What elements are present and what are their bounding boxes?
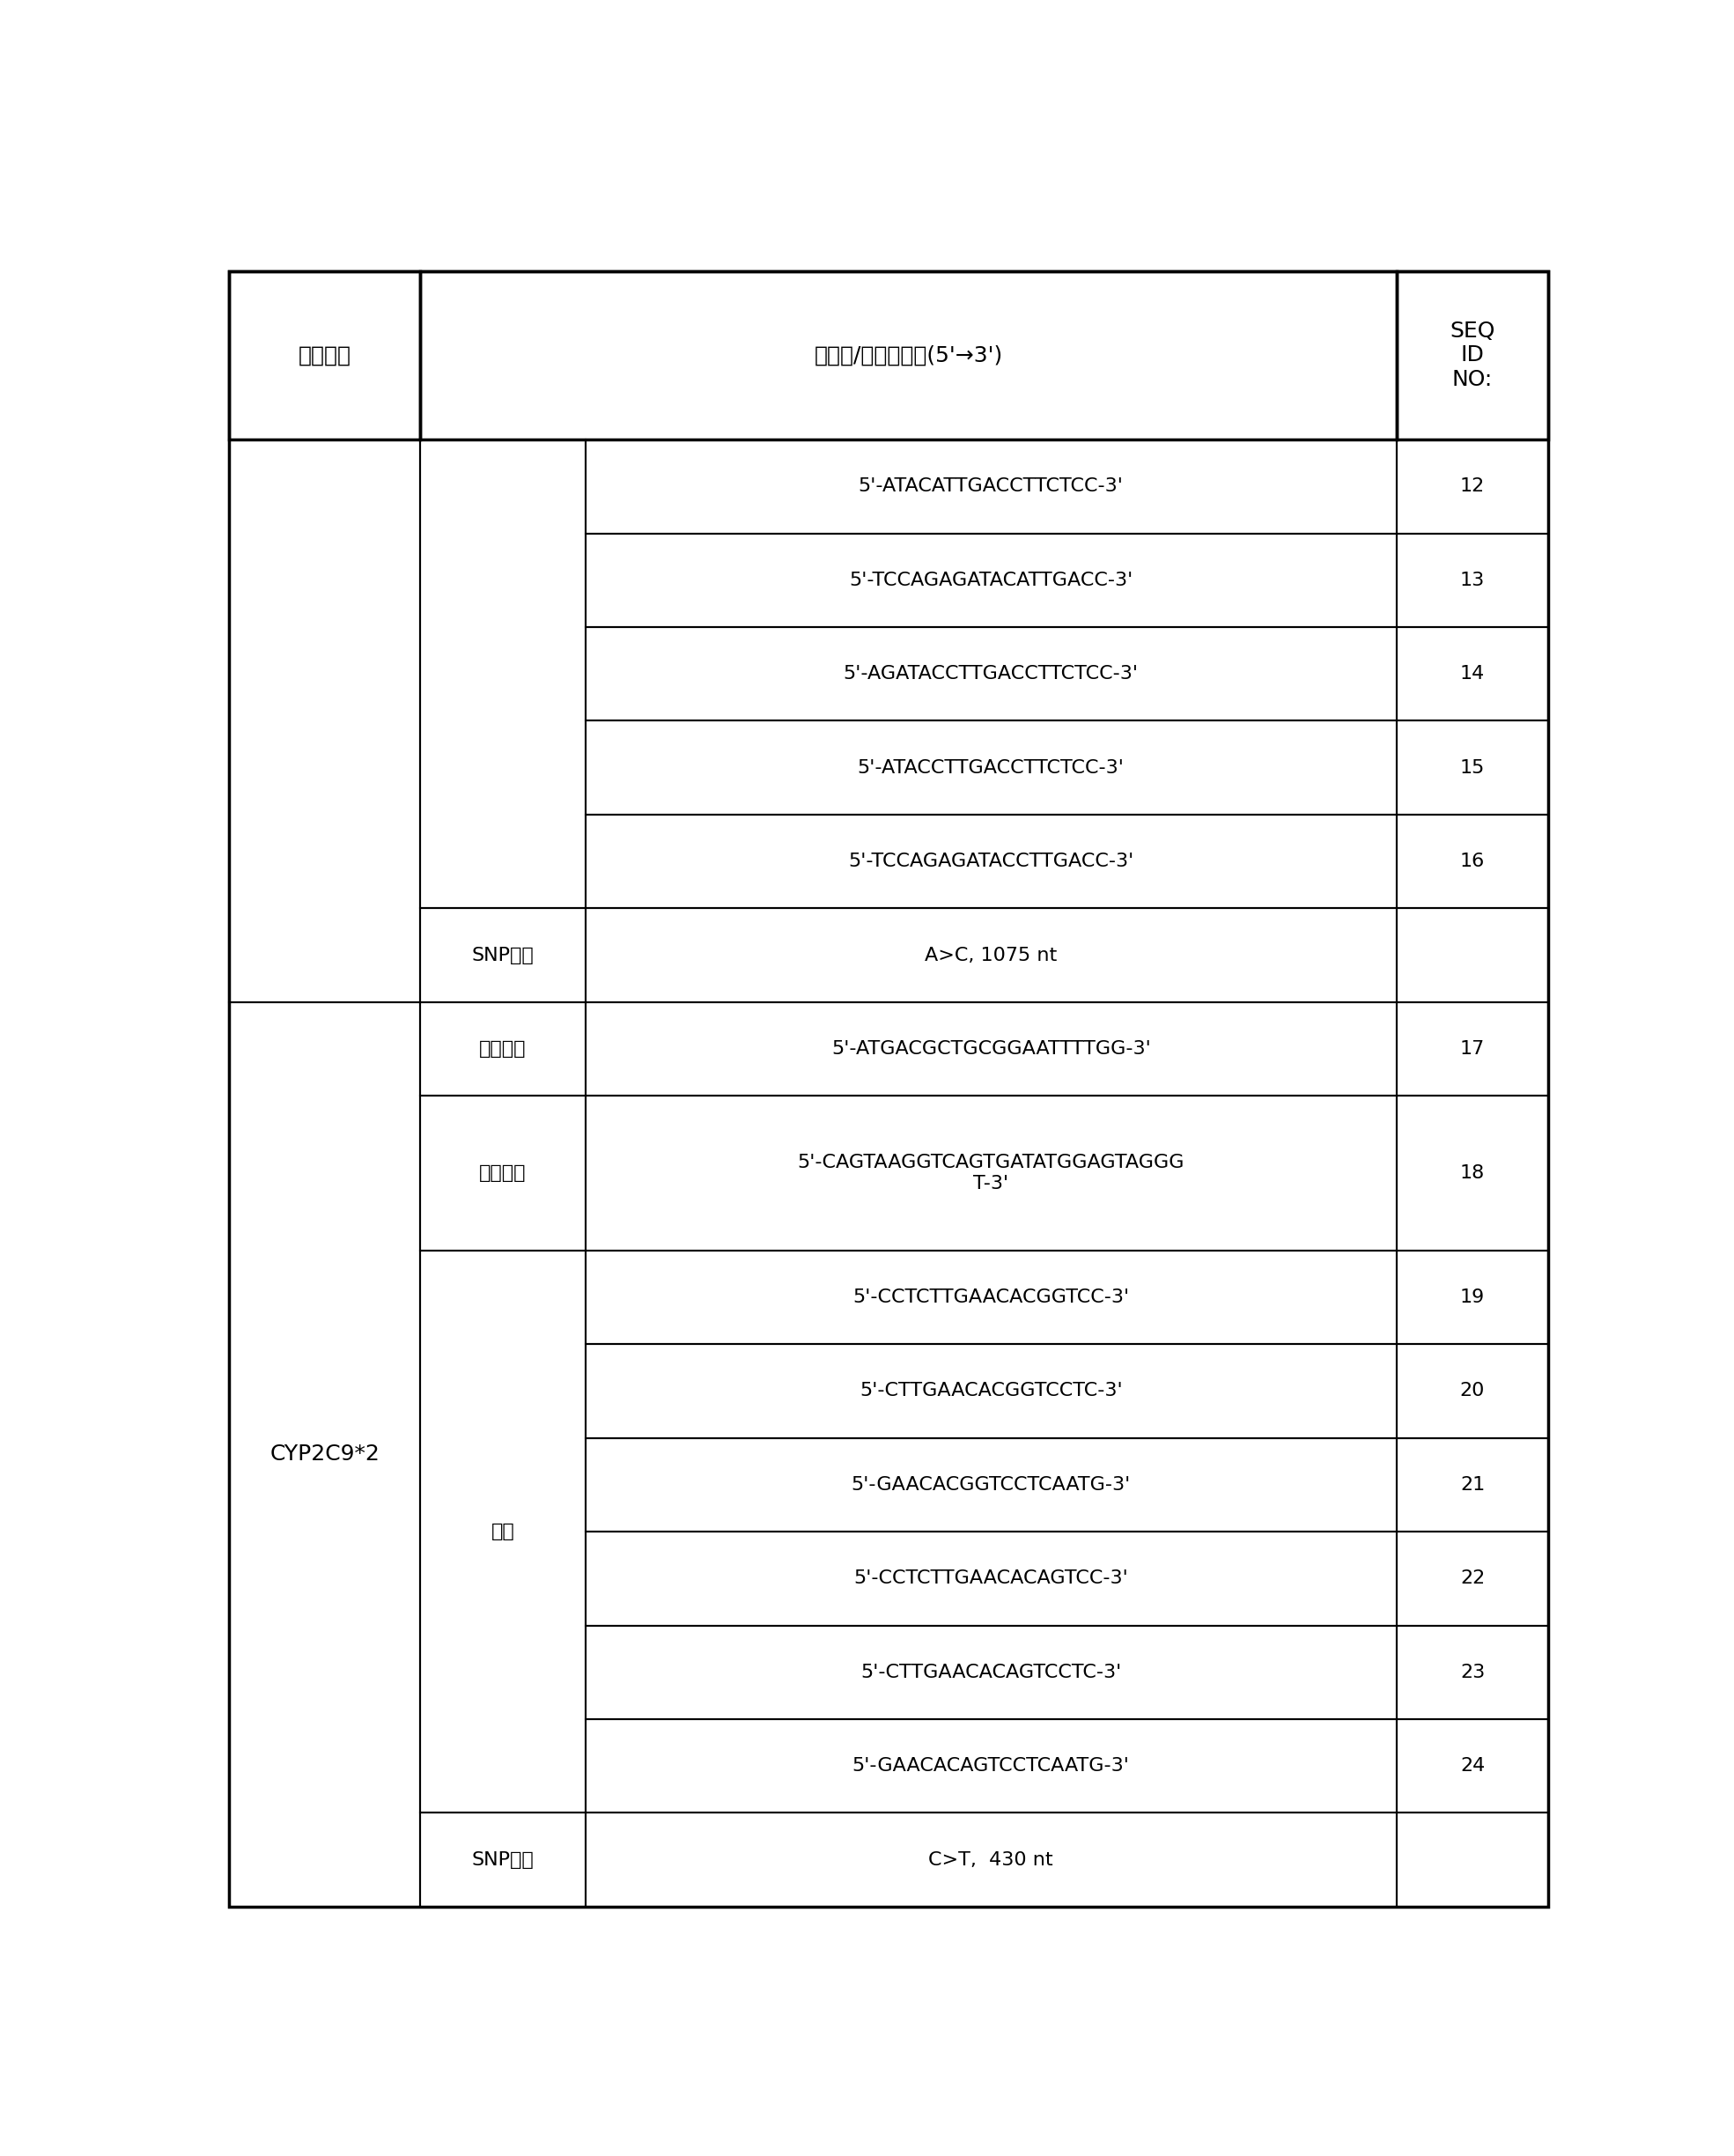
Bar (586, 1626, 1396, 1718)
Text: 21: 21 (1460, 1477, 1484, 1494)
Bar (586, 1250, 1396, 1343)
Bar (586, 720, 1396, 815)
Bar (420, 1813, 586, 1906)
Bar (1396, 1095, 1548, 1250)
Bar (1396, 1003, 1548, 1095)
Bar (1396, 272, 1548, 440)
Text: 17: 17 (1460, 1039, 1484, 1059)
Bar (1396, 1438, 1548, 1531)
Bar (229, 440, 420, 1003)
Text: CYP2C9*2: CYP2C9*2 (271, 1445, 380, 1464)
Text: 23: 23 (1460, 1664, 1484, 1682)
Text: 5'-ATGACGCTGCGGAATTTTGG-3': 5'-ATGACGCTGCGGAATTTTGG-3' (831, 1039, 1151, 1059)
Text: 18: 18 (1460, 1164, 1484, 1181)
Bar (586, 1095, 1396, 1250)
Bar (1396, 1343, 1548, 1438)
Bar (1396, 1718, 1548, 1813)
Bar (1396, 908, 1548, 1003)
Text: SEQ
ID
NO:: SEQ ID NO: (1450, 321, 1495, 390)
Text: 5'-CAGTAAGGTCAGTGATATGGAGTAGGG
T-3': 5'-CAGTAAGGTCAGTGATATGGAGTAGGG T-3' (798, 1153, 1184, 1192)
Text: 14: 14 (1460, 666, 1484, 683)
Bar (1396, 627, 1548, 720)
Text: 5'-ATACCTTGACCTTCTCC-3': 5'-ATACCTTGACCTTCTCC-3' (858, 759, 1124, 776)
Bar (1396, 815, 1548, 908)
Text: 13: 13 (1460, 571, 1484, 589)
Bar (586, 908, 1396, 1003)
Bar (586, 1343, 1396, 1438)
Text: SNP位置: SNP位置 (472, 1852, 534, 1869)
Bar (1396, 1626, 1548, 1718)
Bar (586, 1813, 1396, 1906)
Bar (586, 1003, 1396, 1095)
Bar (1396, 1531, 1548, 1626)
Bar (229, 1003, 420, 1906)
Text: 5'-GAACACGGTCCTCAATG-3': 5'-GAACACGGTCCTCAATG-3' (851, 1477, 1131, 1494)
Bar (586, 627, 1396, 720)
Bar (586, 815, 1396, 908)
Text: 5'-AGATACCTTGACCTTCTCC-3': 5'-AGATACCTTGACCTTCTCC-3' (843, 666, 1139, 683)
Bar (420, 440, 586, 908)
Text: 12: 12 (1460, 479, 1484, 496)
Bar (420, 1095, 586, 1250)
Text: 20: 20 (1460, 1382, 1484, 1399)
Text: 5'-ATACATTGACCTTCTCC-3': 5'-ATACATTGACCTTCTCC-3' (858, 479, 1124, 496)
Bar (1396, 533, 1548, 627)
Text: A>C, 1075 nt: A>C, 1075 nt (924, 946, 1058, 964)
Text: 5'-TCCAGAGATACCTTGACC-3': 5'-TCCAGAGATACCTTGACC-3' (848, 852, 1134, 871)
Bar (420, 908, 586, 1003)
Text: SNP位置: SNP位置 (472, 946, 534, 964)
Bar (586, 1718, 1396, 1813)
Text: 5'-TCCAGAGATACATTGACC-3': 5'-TCCAGAGATACATTGACC-3' (850, 571, 1132, 589)
Bar (229, 272, 420, 440)
Text: 探针: 探针 (491, 1522, 515, 1542)
Text: 5'-CTTGAACACGGTCCTC-3': 5'-CTTGAACACGGTCCTC-3' (860, 1382, 1122, 1399)
Bar (420, 1003, 586, 1095)
Text: 目标基因: 目标基因 (298, 345, 350, 367)
Bar (586, 440, 1396, 533)
Text: 引物对/探针对序列(5'→3'): 引物对/探针对序列(5'→3') (815, 345, 1002, 367)
Bar (1396, 1250, 1548, 1343)
Bar (586, 1531, 1396, 1626)
Bar (586, 533, 1396, 627)
Text: 5'-CCTCTTGAACACGGTCC-3': 5'-CCTCTTGAACACGGTCC-3' (853, 1289, 1129, 1307)
Text: 19: 19 (1460, 1289, 1484, 1307)
Bar (586, 1438, 1396, 1531)
Text: 15: 15 (1460, 759, 1484, 776)
Text: 反向引物: 反向引物 (479, 1164, 527, 1181)
Bar (1396, 720, 1548, 815)
Text: 5'-GAACACAGTCCTCAATG-3': 5'-GAACACAGTCCTCAATG-3' (853, 1757, 1129, 1774)
Text: C>T,  430 nt: C>T, 430 nt (929, 1852, 1053, 1869)
Text: 22: 22 (1460, 1570, 1484, 1587)
Bar (420, 1250, 586, 1813)
Text: 24: 24 (1460, 1757, 1484, 1774)
Bar (420, 272, 1396, 440)
Text: 16: 16 (1460, 852, 1484, 871)
Text: 5'-CCTCTTGAACACAGTCC-3': 5'-CCTCTTGAACACAGTCC-3' (853, 1570, 1129, 1587)
Bar (1396, 1813, 1548, 1906)
Text: 正向引物: 正向引物 (479, 1039, 527, 1059)
Text: 5'-CTTGAACACAGTCCTC-3': 5'-CTTGAACACAGTCCTC-3' (860, 1664, 1122, 1682)
Bar (1396, 440, 1548, 533)
